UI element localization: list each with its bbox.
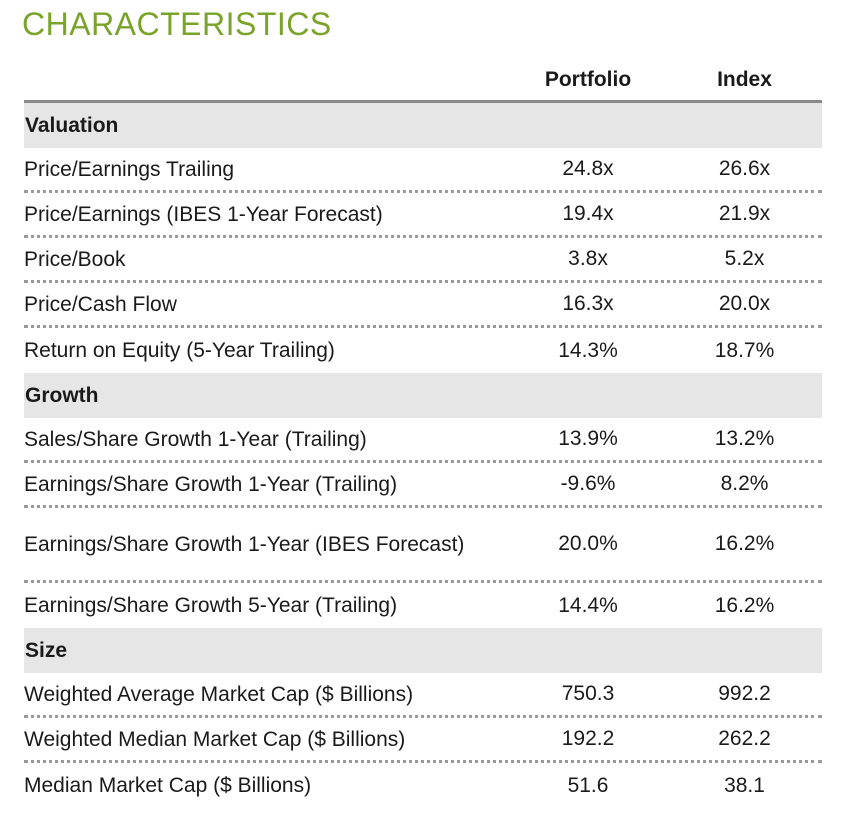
row-label: Earnings/Share Growth 5-Year (Trailing) [24,594,398,617]
row-portfolio-value: 3.8x [568,247,608,270]
row-portfolio-value: 750.3 [561,682,615,705]
section-valuation: Valuation [24,103,822,148]
row-label: Price/Earnings (IBES 1-Year Forecast) [24,202,383,226]
section-growth: Growth [24,373,822,418]
row-portfolio-value: 20.0% [558,532,618,555]
row-index-value: 8.2% [720,472,769,495]
table-row: Weighted Average Market Cap ($ Billions)… [24,673,822,718]
row-portfolio-value: 24.8x [562,157,614,180]
row-portfolio-value: 16.3x [562,292,614,315]
row-index-value: 16.2% [714,593,775,617]
header-index: Index [717,68,772,91]
table-row: Return on Equity (5-Year Trailing) 14.3%… [24,328,822,373]
row-index-value: 38.1 [724,773,765,797]
row-label: Sales/Share Growth 1-Year (Trailing) [24,427,367,451]
row-label: Return on Equity (5-Year Trailing) [24,339,335,362]
table-row: Sales/Share Growth 1-Year (Trailing) 13.… [24,418,822,463]
table-header: Portfolio Index [24,60,822,103]
row-portfolio-value: 14.3% [558,338,618,362]
table-row: Weighted Median Market Cap ($ Billions) … [24,718,822,763]
row-index-value: 13.2% [714,427,775,450]
row-label: Price/Cash Flow [24,292,177,316]
row-label: Price/Book [24,247,126,271]
row-label: Earnings/Share Growth 1-Year (Trailing) [24,472,398,496]
header-portfolio: Portfolio [544,68,632,91]
row-index-value: 20.0x [718,292,771,315]
row-index-value: 18.7% [714,338,775,362]
characteristics-table: Portfolio Index Valuation Price/Earnings… [24,60,822,808]
row-portfolio-value: -9.6% [560,472,616,495]
row-index-value: 992.2 [718,682,771,705]
row-portfolio-value: 13.9% [558,427,618,450]
row-label: Earnings/Share Growth 1-Year (IBES Forec… [24,532,465,556]
row-label: Weighted Median Market Cap ($ Billions) [24,727,406,751]
table-row: Median Market Cap ($ Billions) 51.6 38.1 [24,763,822,808]
table-row: Earnings/Share Growth 5-Year (Trailing) … [24,583,822,628]
table-row: Price/Cash Flow 16.3x 20.0x [24,283,822,328]
row-index-value: 262.2 [718,727,771,750]
row-label: Weighted Average Market Cap ($ Billions) [24,682,414,706]
table-row: Price/Earnings (IBES 1-Year Forecast) 19… [24,193,822,238]
row-portfolio-value: 19.4x [562,202,614,225]
table-row: Price/Book 3.8x 5.2x [24,238,822,283]
row-portfolio-value: 51.6 [567,773,609,797]
table-row: Price/Earnings Trailing 24.8x 26.6x [24,148,822,193]
page-title: CHARACTERISTICS [22,6,332,42]
row-portfolio-value: 14.4% [558,593,618,617]
row-label: Price/Earnings Trailing [24,157,235,181]
row-index-value: 21.9x [718,202,771,225]
section-size: Size [24,628,822,673]
table-row: Earnings/Share Growth 1-Year (Trailing) … [24,463,822,508]
row-index-value: 16.2% [714,532,775,555]
row-portfolio-value: 192.2 [561,727,615,750]
row-label: Median Market Cap ($ Billions) [24,774,312,797]
row-index-value: 26.6x [718,157,771,180]
row-index-value: 5.2x [724,247,765,270]
table-row: Earnings/Share Growth 1-Year (IBES Forec… [24,508,822,583]
